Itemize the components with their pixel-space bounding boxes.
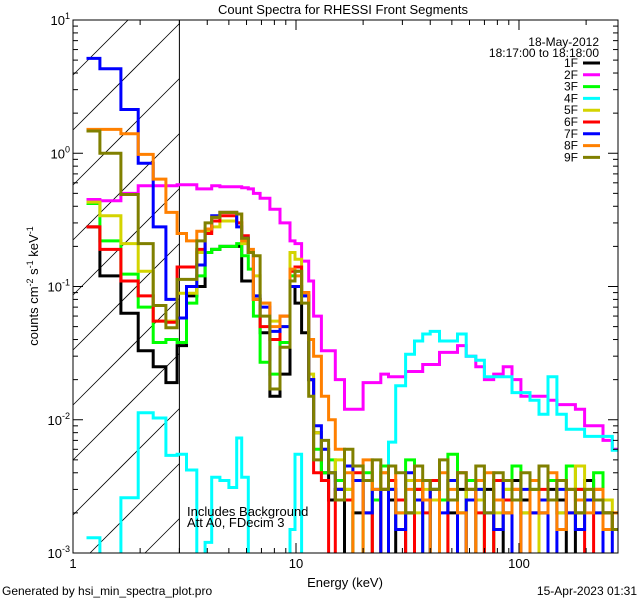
hatch-line [72,243,180,351]
hatch-line [72,408,180,516]
x-axis-label: Energy (keV) [307,575,383,590]
hatch-line [72,188,180,296]
hatch-line [72,298,180,406]
axis-ticks [72,20,618,554]
hatch-line [144,518,180,554]
legend-label-6F: 6F [564,115,578,129]
legend: 18-May-2012 18:17:00 to 18:18:00 1F2F3F4… [489,35,600,164]
x-tick-label: 10 [289,556,303,571]
legend-label-9F: 9F [564,150,578,164]
y-tick-label: 10-1 [48,278,70,295]
y-tick-label: 100 [51,144,70,161]
x-tick-label: 100 [508,556,530,571]
series-line-9F [86,129,618,531]
hatch-line [89,463,180,554]
legend-label-4F: 4F [564,91,578,105]
annotation-background: Includes Background [187,504,308,519]
y-tick-label: 10-2 [48,411,70,428]
series-group [86,56,618,553]
excluded-energy-hatch [72,19,180,554]
hatch-line [72,78,180,186]
footer-timestamp: 15-Apr-2023 01:31 [537,584,637,598]
legend-label-8F: 8F [564,139,578,153]
y-tick-label: 10-3 [48,544,70,561]
series-line-4F [86,329,618,553]
legend-label-2F: 2F [564,68,578,82]
axis-tick-labels: 1 10 100 101 100 10-1 10-2 10-3 [48,11,530,571]
x-tick-label: 1 [69,556,76,571]
chart-title: Count Spectra for RHESSI Front Segments [218,2,468,17]
hatch-line [72,133,180,241]
legend-label-3F: 3F [564,80,578,94]
y-axis-label: counts cm-2 s-1 keV-1 [25,226,41,345]
legend-time-range: 18:17:00 to 18:18:00 [489,46,599,60]
hatch-line [72,19,129,76]
annotation-attenuator: Att A0, FDecim 3 [187,515,285,530]
hatch-line [72,353,180,461]
footer-generated-by: Generated by hsi_min_spectra_plot.pro [2,584,212,598]
hatch-line [72,23,180,131]
legend-date: 18-May-2012 [528,35,599,49]
y-tick-label: 101 [51,11,70,28]
series-line-2F [86,183,618,451]
legend-label-5F: 5F [564,103,578,117]
legend-label-7F: 7F [564,127,578,141]
legend-label-1F: 1F [564,56,578,70]
